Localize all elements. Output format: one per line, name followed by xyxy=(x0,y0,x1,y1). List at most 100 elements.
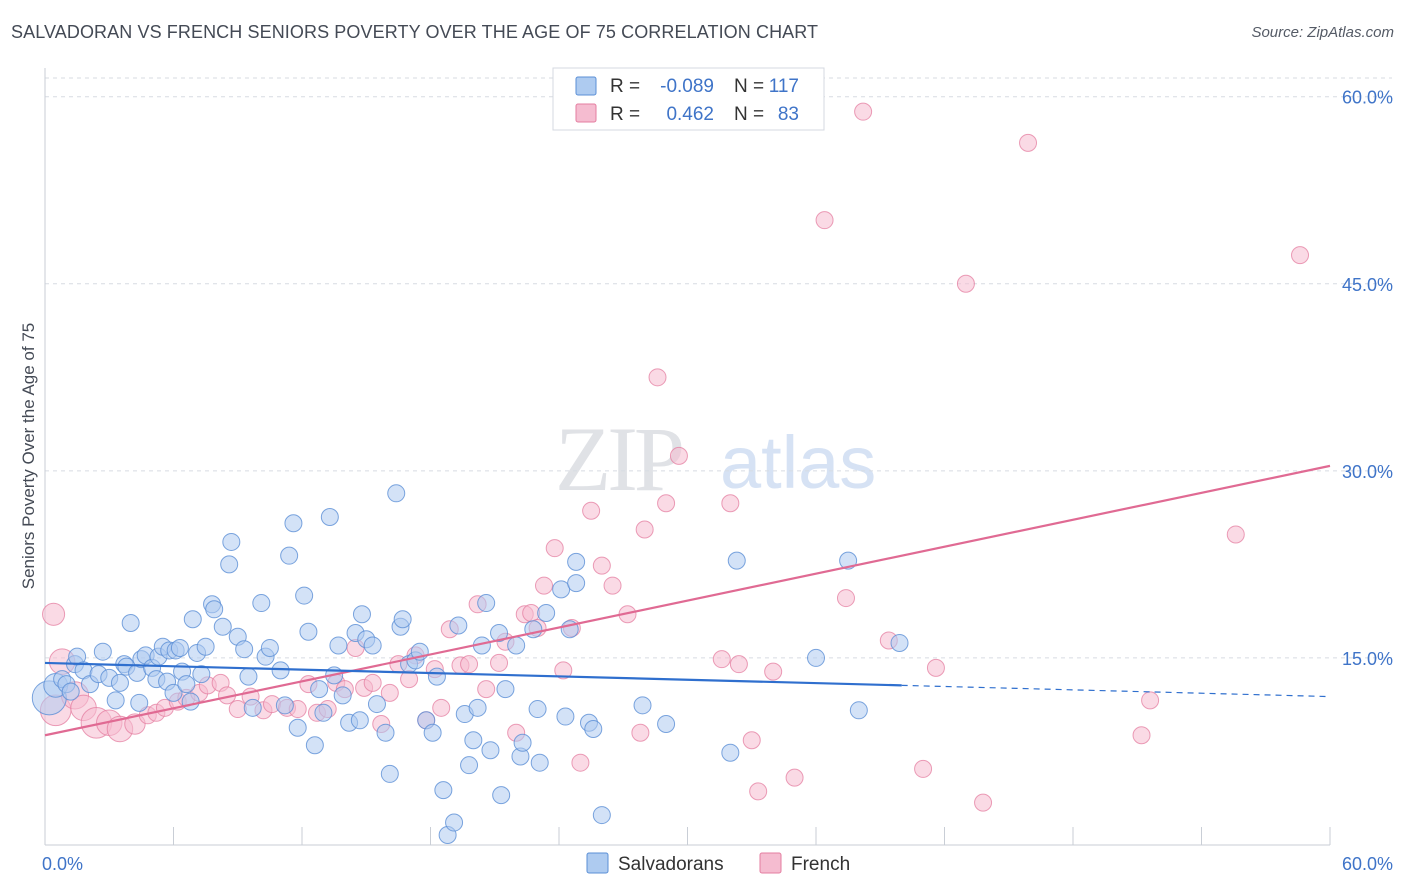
french-point xyxy=(42,602,66,626)
salvadoran-point xyxy=(528,700,547,719)
french-point xyxy=(657,494,676,513)
legend-n-value-1: 117 xyxy=(769,76,799,97)
french-point xyxy=(490,653,509,672)
french-trend-line xyxy=(44,464,1331,737)
french-point xyxy=(974,793,993,812)
french-point xyxy=(635,520,654,539)
stats-legend: R = -0.089 N = 117 R = 0.462 N = 83 xyxy=(552,67,825,131)
watermark-zip: ZIP xyxy=(555,408,682,510)
salvadoran-point xyxy=(284,514,303,533)
salvadoran-point xyxy=(170,638,189,657)
french-point xyxy=(603,576,622,595)
legend-r-label-2: R = xyxy=(610,104,640,125)
salvadoran-point xyxy=(350,711,369,730)
french-point xyxy=(592,556,611,575)
salvadoran-point xyxy=(196,637,215,656)
french-point xyxy=(914,759,933,778)
french-point xyxy=(545,539,564,558)
salvadoran-point xyxy=(807,648,825,667)
french-point xyxy=(742,731,761,750)
series-legend-label-salvadorans: Salvadorans xyxy=(618,854,724,875)
french-point xyxy=(1019,133,1038,152)
french-point xyxy=(749,782,768,801)
french-point xyxy=(380,683,399,702)
salvadoran-point xyxy=(333,686,352,705)
french-point xyxy=(764,662,783,681)
salvadoran-point xyxy=(592,806,611,825)
french-point xyxy=(729,655,748,674)
salvadoran-point xyxy=(110,673,129,692)
french-point xyxy=(1141,691,1160,710)
salvadoran-point xyxy=(61,682,80,701)
salvadoran-point xyxy=(496,680,515,699)
salvadoran-point xyxy=(427,667,446,686)
french-point xyxy=(554,661,573,680)
salvadoran-point xyxy=(492,786,511,805)
salvadoran-point xyxy=(513,733,532,752)
french-point xyxy=(721,494,740,513)
salvadoran-point xyxy=(367,695,386,714)
salvadoran-point xyxy=(183,610,202,629)
salvadoran-point xyxy=(537,604,556,623)
french-point xyxy=(669,446,688,465)
watermark-atlas: atlas xyxy=(720,421,876,504)
legend-r-value-2: 0.462 xyxy=(666,104,714,125)
x-tick-label-1: 60.0% xyxy=(1342,854,1393,874)
salvadoran-point xyxy=(464,731,483,750)
french-point xyxy=(571,753,590,772)
salvadoran-point xyxy=(633,696,652,715)
french-point xyxy=(854,102,873,121)
french-point xyxy=(926,658,945,677)
salvadoran-point xyxy=(181,692,200,711)
watermark: ZIP atlas xyxy=(555,408,876,510)
trend-lines xyxy=(44,464,1331,737)
salvadoran-point xyxy=(363,636,382,655)
salvadoran-point xyxy=(164,683,183,702)
salvadoran-point xyxy=(329,636,348,655)
salvadoran-point xyxy=(213,617,232,636)
salvadoran-point xyxy=(177,675,196,694)
salvadoran-point xyxy=(320,507,339,526)
y-tick-label-1: 30.0% xyxy=(1342,462,1393,482)
salvadoran-point xyxy=(481,741,500,760)
salvadoran-point xyxy=(727,551,746,570)
french-point xyxy=(1132,726,1151,745)
salvadoran-point xyxy=(260,638,279,657)
french-point xyxy=(432,698,451,717)
salvadoran-point xyxy=(280,546,299,565)
salvadoran-point xyxy=(507,636,526,655)
x-tick-label-0: 0.0% xyxy=(42,854,83,874)
salvadoran-point xyxy=(121,614,140,633)
french-point xyxy=(712,650,731,669)
salvadoran-trend-line xyxy=(44,661,902,687)
salvadoran-point xyxy=(490,623,509,642)
series-legend-swatch-salvadorans xyxy=(586,852,609,874)
salvadoran-point xyxy=(314,703,333,722)
french-point xyxy=(1226,525,1245,544)
french-point xyxy=(815,211,834,230)
salvadoran-point xyxy=(352,605,371,624)
salvadoran-point xyxy=(220,555,239,574)
legend-r-label-1: R = xyxy=(610,76,640,97)
salvadoran-point xyxy=(393,610,412,629)
source-credit: Source: ZipAtlas.com xyxy=(1251,24,1394,41)
salvadoran-point xyxy=(288,718,307,737)
french-point xyxy=(582,501,601,520)
salvadoran-point xyxy=(380,764,399,783)
y-tick-labels: 15.0% 30.0% 45.0% 60.0% xyxy=(1342,88,1393,669)
salvadoran-point xyxy=(556,707,575,726)
salvadoran-point xyxy=(205,600,224,619)
stats-legend-box xyxy=(552,67,825,131)
salvadoran-point xyxy=(449,616,468,635)
salvadoran-point xyxy=(305,736,324,755)
salvadoran-point xyxy=(468,698,487,717)
x-tick-labels: 0.0% 60.0% xyxy=(42,854,1393,874)
salvadoran-point xyxy=(387,484,406,503)
french-point xyxy=(836,589,855,608)
salvadoran-point xyxy=(243,698,262,717)
series-legend: Salvadorans French xyxy=(586,852,850,875)
salvadoran-point xyxy=(310,680,329,699)
french-point xyxy=(631,723,650,742)
salvadoran-point xyxy=(93,642,112,661)
